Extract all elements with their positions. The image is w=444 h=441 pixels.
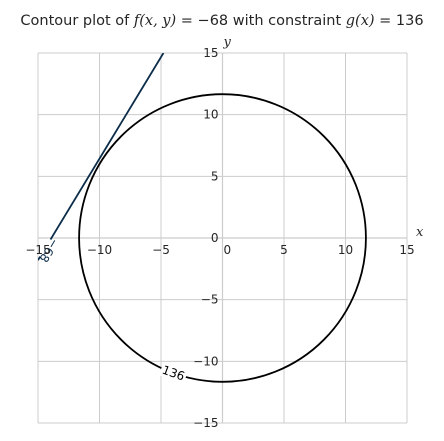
constraint-label-g: 136 xyxy=(160,363,186,384)
x-tick-label: −15 xyxy=(25,243,50,257)
constraint-circle-g xyxy=(78,93,367,383)
constraint-label-bg xyxy=(158,362,189,385)
contour-line-f xyxy=(38,53,165,261)
x-axis-label: x xyxy=(416,225,424,240)
y-tick-label: −15 xyxy=(193,416,218,430)
y-tick-label: −5 xyxy=(201,293,219,307)
tick-labels: −15 −10 −5 0 5 10 15 −15 −10 −5 0 5 10 15 xyxy=(25,46,414,430)
x-tick-label: −10 xyxy=(87,243,112,257)
x-tick-label: 0 xyxy=(224,243,232,257)
x-tick-label: 15 xyxy=(399,243,414,257)
y-tick-label: 5 xyxy=(211,169,219,183)
y-tick-label: 10 xyxy=(203,108,218,122)
y-axis-label: y xyxy=(223,35,232,50)
x-tick-label: −5 xyxy=(152,243,170,257)
y-tick-label: 15 xyxy=(203,46,218,60)
contour-label-bg xyxy=(37,238,61,263)
y-tick-label: 0 xyxy=(211,231,219,245)
x-tick-label: 10 xyxy=(338,243,353,257)
y-tick-label: −10 xyxy=(193,354,218,368)
axes xyxy=(38,53,407,423)
chart-title: Contour plot of f(x, y) = −68 with const… xyxy=(20,13,423,29)
x-tick-label: 5 xyxy=(280,243,288,257)
